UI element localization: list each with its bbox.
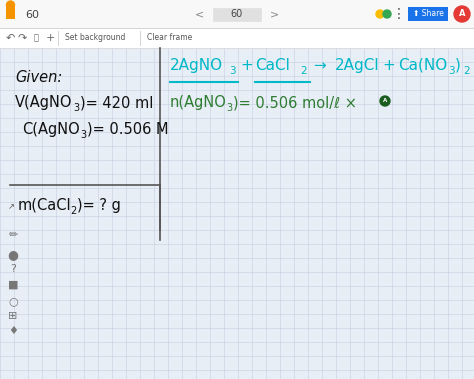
Text: 60: 60 [25,10,39,20]
Bar [213,8,261,21]
Text: ⬆ Share: ⬆ Share [412,9,444,19]
Bar [6,5,15,19]
Text: ■: ■ [8,280,18,290]
Text: ♦: ♦ [8,326,18,336]
Text: 2AgCl: 2AgCl [335,58,380,73]
Text: >: > [270,9,280,19]
Text: V(AgNO: V(AgNO [15,95,73,110]
Text: ↷: ↷ [18,33,27,43]
Text: )= 0.506 M: )= 0.506 M [87,122,168,137]
Text: 3: 3 [80,130,86,140]
Text: +: + [382,58,395,73]
Text: ✏: ✏ [9,230,18,240]
Text: )= 420 ml: )= 420 ml [80,95,154,110]
Circle shape [376,10,384,18]
Text: ): ) [455,58,461,73]
Bar [408,7,448,21]
Text: ⋮: ⋮ [392,7,406,21]
Text: ●: ● [8,248,18,261]
Text: 3: 3 [229,66,236,76]
Text: n(AgNO: n(AgNO [170,95,227,110]
Text: 2: 2 [70,206,76,216]
Text: <: < [195,9,205,19]
Text: +: + [46,33,55,43]
Bar [0,0,474,28]
Text: 3: 3 [448,66,455,76]
Text: →: → [313,58,326,73]
Text: CaCl: CaCl [255,58,290,73]
Text: Given:: Given: [15,70,62,85]
Text: 60: 60 [231,9,243,19]
Text: Ca(NO: Ca(NO [398,58,447,73]
Text: A: A [383,99,387,103]
Text: C(AgNO: C(AgNO [22,122,80,137]
Text: ↗: ↗ [8,202,15,211]
Text: 2AgNO: 2AgNO [170,58,223,73]
Circle shape [383,10,391,18]
Circle shape [380,96,390,106]
Bar [0,28,474,48]
Text: 🔍: 🔍 [34,33,38,42]
Circle shape [7,1,15,9]
Text: Set background: Set background [65,33,125,42]
Text: 3: 3 [73,103,79,113]
Text: Clear frame: Clear frame [147,33,192,42]
Text: 2: 2 [300,66,307,76]
Text: A: A [459,9,465,19]
Text: +: + [240,58,253,73]
Text: )= ? g: )= ? g [77,198,121,213]
Text: )= 0.506 mol/ℓ ×: )= 0.506 mol/ℓ × [233,95,357,110]
Text: 3: 3 [226,103,232,113]
Text: ?: ? [10,264,16,274]
Text: ○: ○ [8,296,18,306]
Text: m(CaCl: m(CaCl [18,198,72,213]
Circle shape [454,6,470,22]
Text: ↶: ↶ [5,33,15,43]
Text: ⊞: ⊞ [9,311,18,321]
Text: 2: 2 [463,66,470,76]
